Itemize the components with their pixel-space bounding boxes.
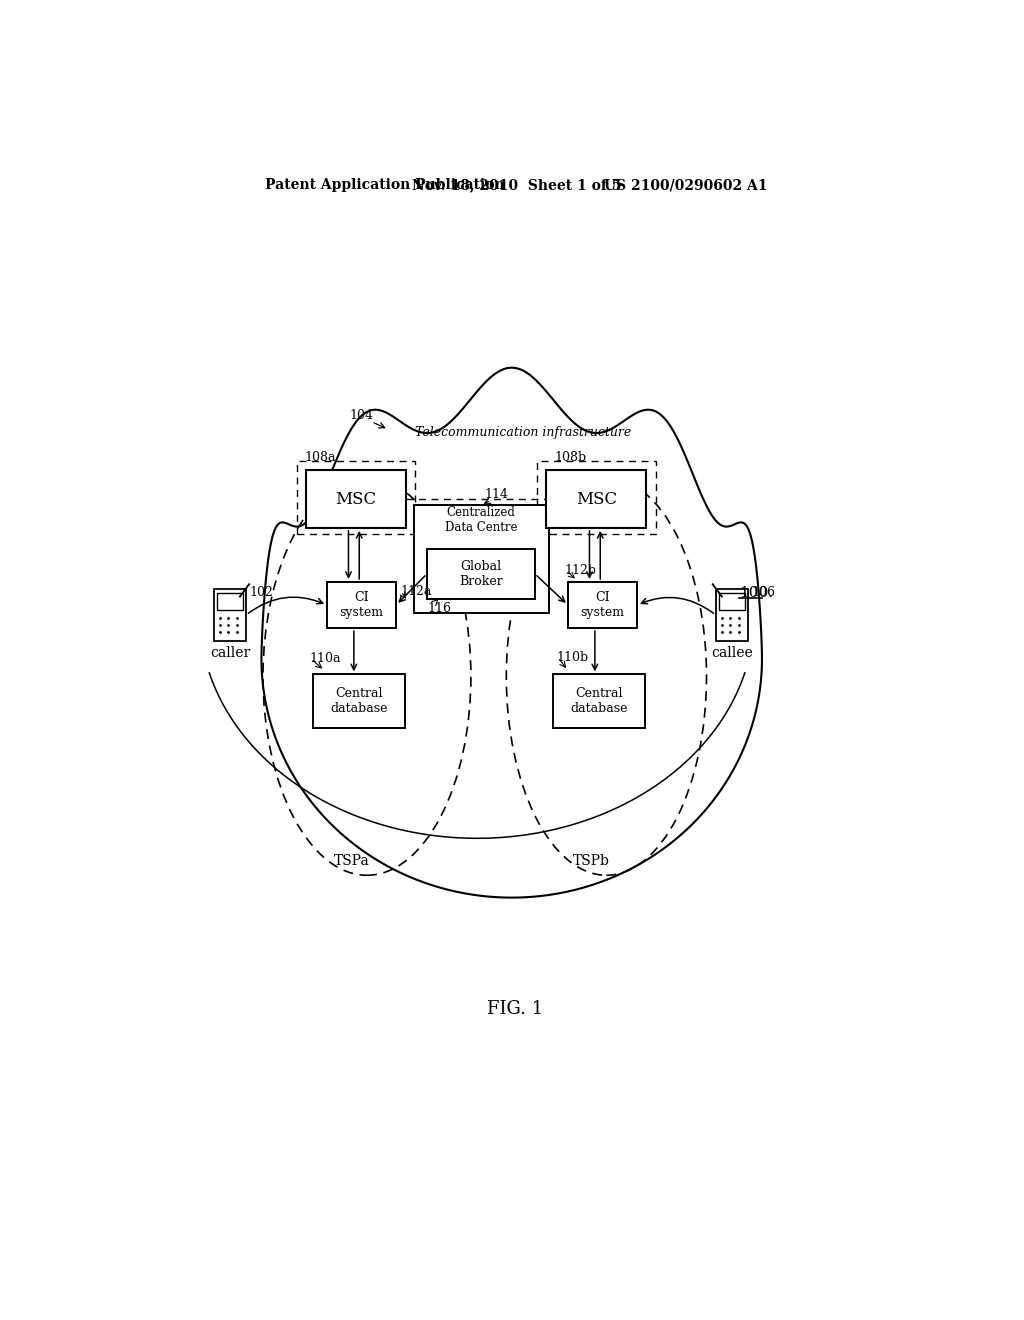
Text: callee: callee [711,645,753,660]
Bar [568,582,637,628]
Bar [217,594,243,610]
Bar [313,675,406,729]
PathPatch shape [261,368,762,898]
Text: Central
database: Central database [570,688,628,715]
Text: TSPb: TSPb [572,854,609,867]
Text: 112b: 112b [564,564,596,577]
Bar [538,461,655,535]
Bar [719,594,745,610]
Text: caller: caller [210,645,250,660]
Text: US 2100/0290602 A1: US 2100/0290602 A1 [604,178,768,193]
Text: 114: 114 [484,488,509,502]
Text: CI
system: CI system [581,591,625,619]
Text: Patent Application Publication: Patent Application Publication [265,178,505,193]
Text: Centralized
Data Centre: Centralized Data Centre [445,507,517,535]
Bar [327,582,396,628]
Bar [414,506,549,612]
Bar [297,461,416,535]
Text: 100.: 100. [739,586,773,601]
Bar [547,470,646,528]
Text: Nov. 18, 2010  Sheet 1 of 5: Nov. 18, 2010 Sheet 1 of 5 [412,178,621,193]
Bar [716,589,749,642]
Bar [214,589,246,642]
Text: Central
database: Central database [331,688,388,715]
Text: 104: 104 [349,409,374,422]
Bar [553,675,645,729]
Text: 110b: 110b [556,651,589,664]
Text: MSC: MSC [575,491,617,508]
Text: Global
Broker: Global Broker [459,560,503,587]
Text: MSC: MSC [336,491,377,508]
Bar [427,549,535,599]
Text: Telecommunication infrastructure: Telecommunication infrastructure [415,426,632,440]
Text: 108a: 108a [304,450,336,463]
Text: 116: 116 [427,602,451,615]
Text: 102: 102 [249,586,273,599]
Bar [306,470,407,528]
Text: CI
system: CI system [340,591,384,619]
Text: FIG. 1: FIG. 1 [487,1001,544,1018]
Text: 112a: 112a [400,585,431,598]
Text: 108b: 108b [554,450,586,463]
Text: 110a: 110a [309,652,341,665]
Text: 106: 106 [752,586,775,599]
Text: TSPa: TSPa [334,854,370,867]
